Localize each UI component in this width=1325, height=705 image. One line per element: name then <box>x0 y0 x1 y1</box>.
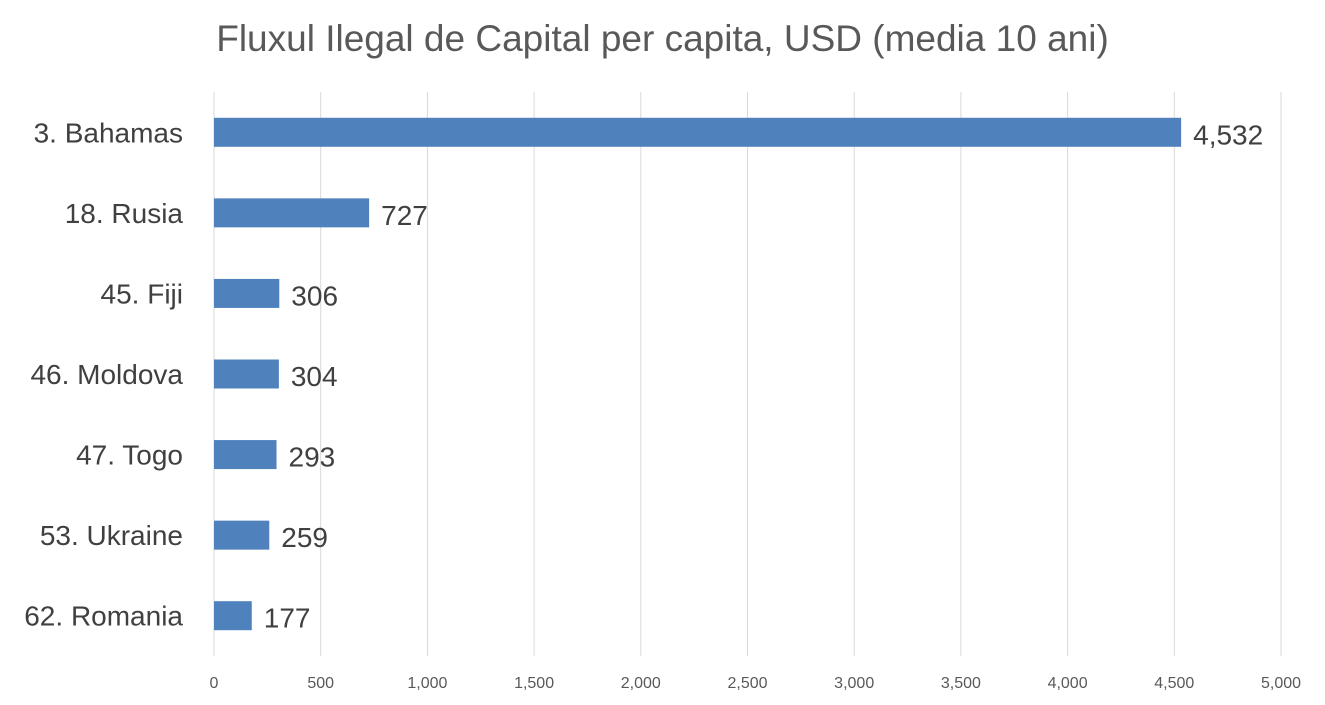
bar <box>214 601 252 631</box>
data-label: 4,532 <box>1193 119 1263 150</box>
x-tick-label: 3,500 <box>941 675 981 692</box>
data-label: 293 <box>289 442 336 473</box>
data-label: 177 <box>264 603 311 634</box>
data-label: 306 <box>291 280 338 311</box>
x-tick-label: 0 <box>210 675 219 692</box>
category-label: 47. Togo <box>76 440 183 471</box>
data-label: 727 <box>381 200 428 231</box>
bar <box>214 359 279 389</box>
bar <box>214 520 270 550</box>
x-tick-label: 5,000 <box>1261 675 1301 692</box>
chart-title: Fluxul Ilegal de Capital per capita, USD… <box>216 18 1109 59</box>
bar <box>214 278 280 308</box>
category-label: 45. Fiji <box>101 278 183 309</box>
x-axis-ticks: 0 500 1,000 1,500 2,000 2,500 3,000 3,500 4,000 4… <box>210 675 1302 692</box>
x-tick-label: 4,000 <box>1048 675 1088 692</box>
x-tick-label: 3,000 <box>834 675 874 692</box>
bar <box>214 198 370 228</box>
x-tick-label: 4,500 <box>1154 675 1194 692</box>
category-label: 18. Rusia <box>65 198 184 229</box>
x-tick-label: 500 <box>307 675 334 692</box>
category-label: 46. Moldova <box>30 359 183 390</box>
gridlines <box>213 92 1282 656</box>
category-label: 3. Bahamas <box>34 117 183 148</box>
data-label: 304 <box>291 361 338 392</box>
category-labels: 3. Bahamas 18. Rusia 45. Fiji 46. Moldova 47… <box>24 117 183 631</box>
bar <box>214 440 277 470</box>
category-label: 53. Ukraine <box>40 520 183 551</box>
x-tick-label: 1,000 <box>407 675 447 692</box>
bar <box>214 117 1182 147</box>
x-tick-label: 2,500 <box>727 675 767 692</box>
x-tick-label: 2,000 <box>621 675 661 692</box>
data-label: 259 <box>281 522 328 553</box>
x-tick-label: 1,500 <box>514 675 554 692</box>
data-labels: 4,532 727 306 304 293 259 177 <box>264 119 1263 633</box>
bars <box>214 117 1182 631</box>
category-label: 62. Romania <box>24 601 183 632</box>
